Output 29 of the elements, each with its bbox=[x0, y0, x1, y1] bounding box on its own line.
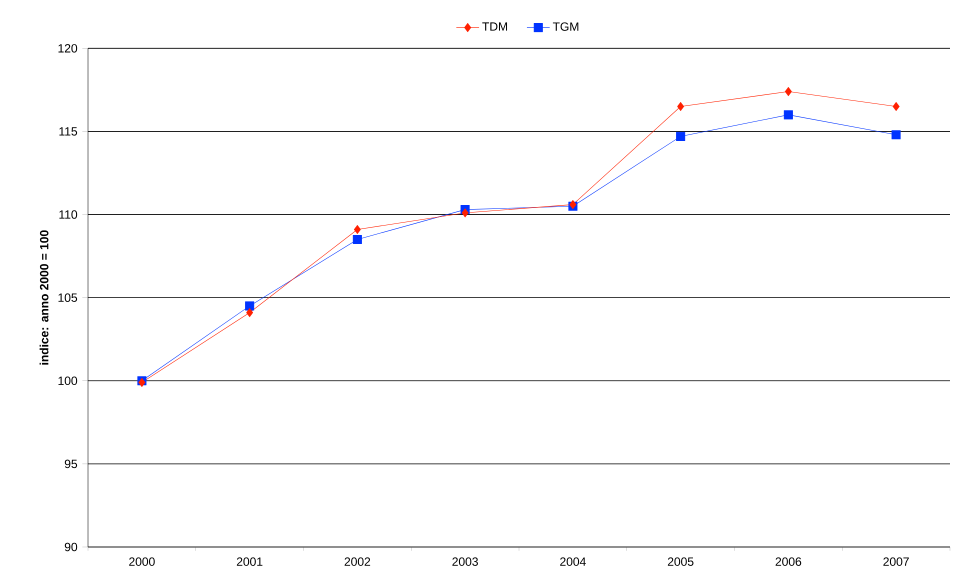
legend-label: TGM bbox=[552, 22, 578, 31]
point bbox=[354, 224, 361, 234]
point bbox=[246, 308, 254, 318]
y-tick-label: 95 bbox=[64, 460, 78, 468]
point bbox=[676, 132, 686, 141]
point bbox=[892, 130, 901, 140]
y-tick-label: 105 bbox=[58, 293, 78, 302]
point bbox=[892, 102, 900, 112]
y-tick-label: 100 bbox=[58, 376, 78, 386]
point bbox=[352, 234, 362, 244]
y-tick-label: 115 bbox=[59, 127, 78, 136]
y-tick-label: 110 bbox=[59, 210, 78, 219]
y-tick-label: 90 bbox=[64, 542, 78, 552]
point bbox=[245, 301, 254, 310]
x-tick-label: 2004 bbox=[560, 557, 586, 566]
x-tick-label: 2001 bbox=[236, 557, 262, 566]
x-tick-label: 2007 bbox=[883, 557, 909, 566]
point bbox=[784, 87, 792, 96]
x-tick-label: 2002 bbox=[344, 557, 370, 566]
y-axis-title: indice: anno 2000 = 100 bbox=[40, 230, 48, 365]
y-tick-label: 120 bbox=[58, 44, 78, 53]
point bbox=[462, 208, 469, 218]
legend-label: TDM bbox=[482, 22, 508, 31]
x-tick-label: 2005 bbox=[668, 557, 694, 566]
x-tick-label: 2003 bbox=[452, 557, 478, 566]
x-tick-label: 2006 bbox=[776, 557, 802, 566]
x-tick-label: 2000 bbox=[129, 557, 155, 566]
point bbox=[677, 102, 684, 112]
point bbox=[784, 110, 793, 120]
